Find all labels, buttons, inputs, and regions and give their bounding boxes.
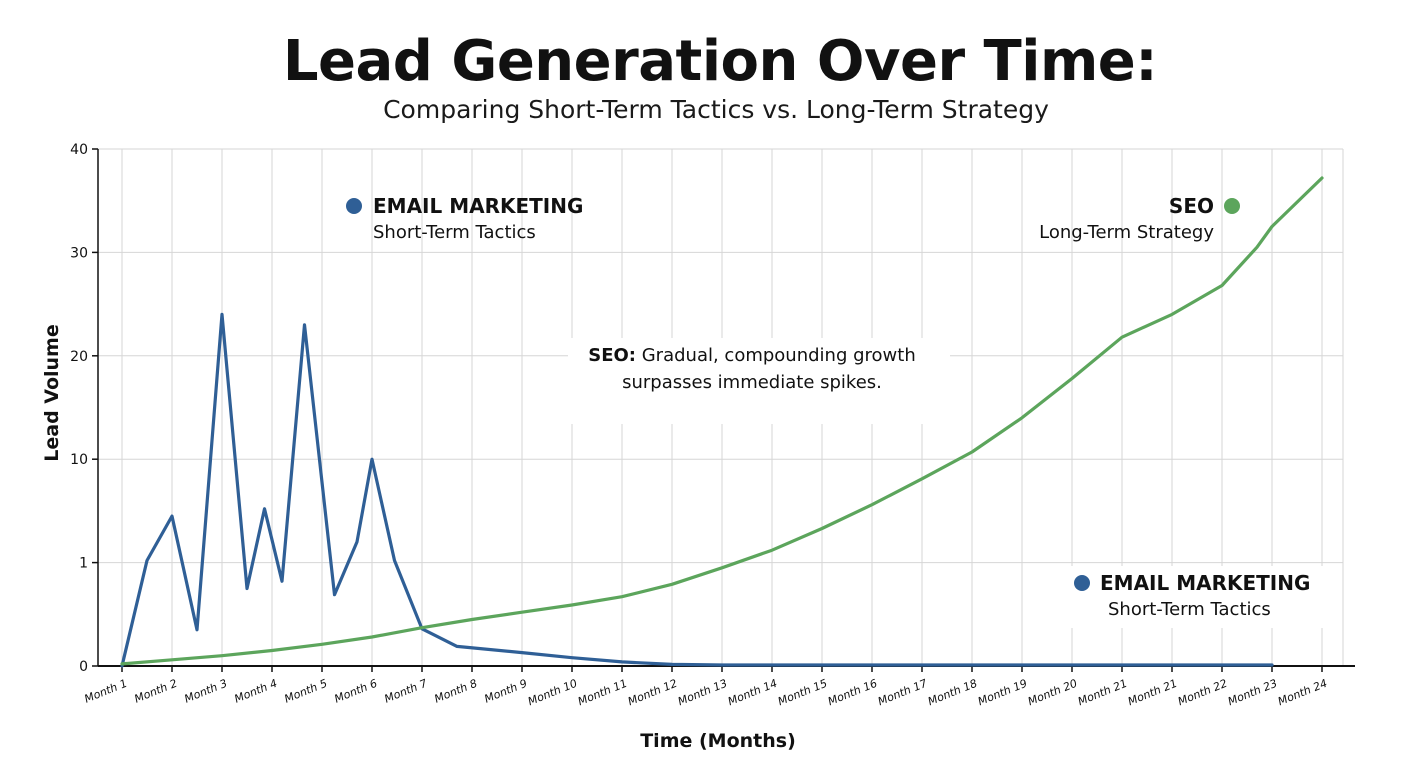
series-line-seo (120, 176, 1324, 666)
x-tick-label: Month 8 (433, 677, 480, 706)
x-tick-label: Month 14 (726, 677, 779, 709)
x-tick-label: Month 5 (283, 677, 330, 706)
x-axis-title: Time (Months) (640, 730, 796, 752)
x-tick-label: Month 4 (233, 677, 280, 706)
legend-seo-sub: Long-Term Strategy (1039, 222, 1214, 243)
x-tick-label: Month 6 (333, 677, 380, 706)
y-tick-label: 40 (70, 142, 88, 158)
annotation-line1: Gradual, compounding growth (636, 345, 916, 366)
x-tick-label: Month 7 (383, 677, 430, 706)
y-tick-label: 20 (70, 349, 88, 365)
legend-email-bottom-sub: Short-Term Tactics (1108, 599, 1271, 620)
legend-seo-marker (1224, 198, 1240, 214)
series-lines (120, 176, 1324, 668)
x-tick-labels: Month 1 Month 2 Month 3 Month 4 Month 5 Month… (83, 677, 1330, 709)
y-tick-label: 30 (70, 245, 88, 261)
legend-seo-title: SEO (1169, 194, 1214, 218)
y-axis-title: Lead Volume (41, 324, 63, 461)
chart-title: Lead Generation Over Time: (282, 29, 1158, 94)
x-tick-label: Month 3 (183, 677, 230, 706)
x-tick-label: Month 1 (83, 677, 130, 706)
x-tick-label: Month 10 (526, 677, 579, 709)
x-tick-label: Month 19 (976, 677, 1029, 709)
legend-email-bottom-title: EMAIL MARKETING (1100, 571, 1310, 595)
x-tick-label: Month 17 (876, 677, 929, 709)
x-tick-label: Month 22 (1176, 677, 1229, 709)
x-tick-label: Month 18 (926, 677, 979, 709)
legend-email-top-marker (346, 198, 362, 214)
x-tick-label: Month 12 (626, 677, 679, 709)
chart-subtitle: Comparing Short-Term Tactics vs. Long-Te… (383, 95, 1049, 124)
x-tick-label: Month 15 (776, 677, 829, 709)
legend-email-bottom: EMAIL MARKETING Short-Term Tactics (1074, 571, 1310, 620)
legend-email-top: EMAIL MARKETING Short-Term Tactics (346, 194, 583, 243)
x-tick-label: Month 16 (826, 677, 879, 709)
x-tick-label: Month 9 (483, 677, 530, 706)
x-tick-label: Month 20 (1026, 677, 1079, 709)
x-tick-label: Month 23 (1226, 677, 1279, 709)
annotation-background (568, 338, 950, 424)
x-tick-label: Month 21 (1126, 677, 1179, 709)
y-tick-label: 1 (79, 556, 88, 572)
annotation: SEO: Gradual, compounding growth (588, 345, 916, 366)
y-tick-label: 0 (79, 659, 88, 675)
x-tick-label: Month 21 (1076, 677, 1129, 709)
legend-email-top-sub: Short-Term Tactics (373, 222, 536, 243)
series-line-email-marketing (120, 312, 1274, 668)
legend-email-bottom-background (1068, 566, 1330, 628)
legend-seo: SEO Long-Term Strategy (1039, 194, 1240, 243)
x-tick-label: Month 13 (676, 677, 729, 709)
y-tick-label: 10 (70, 452, 88, 468)
x-tick-label: Month 2 (133, 677, 180, 706)
annotation-line2: surpasses immediate spikes. (622, 372, 882, 393)
y-tick-labels: 0 1 10 20 30 40 (70, 142, 88, 675)
legend-email-bottom-marker (1074, 575, 1090, 591)
annotation-bold: SEO: (588, 345, 636, 366)
x-tick-label: Month 11 (576, 677, 629, 709)
legend-email-top-title: EMAIL MARKETING (373, 194, 583, 218)
x-tick-label: Month 24 (1276, 677, 1329, 709)
